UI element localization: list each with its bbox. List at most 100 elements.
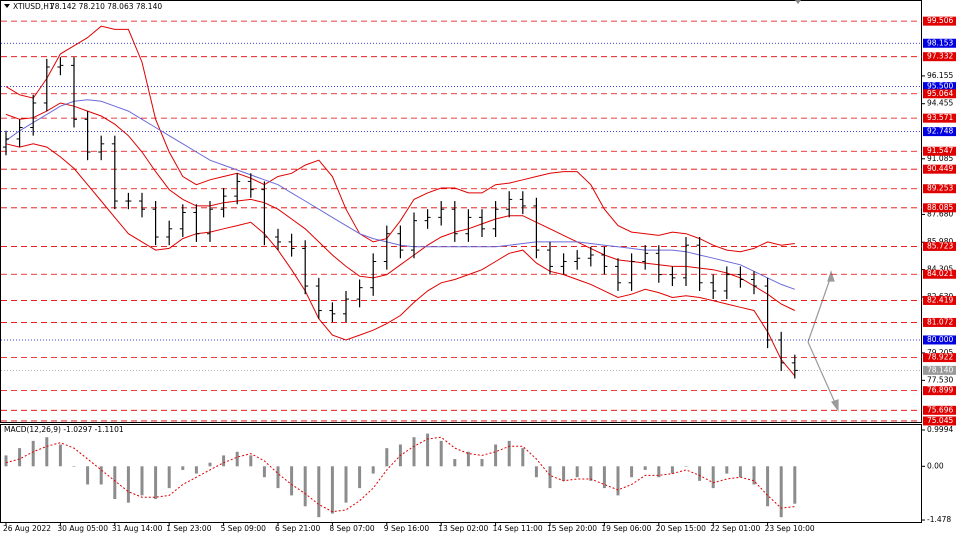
level-label-box	[923, 295, 956, 305]
macd-bar	[167, 466, 171, 489]
macd-bar	[466, 451, 470, 467]
indicator-line	[5, 25, 795, 253]
arrowhead-down	[831, 399, 839, 412]
macd-bar	[738, 466, 742, 478]
macd-bar	[575, 466, 579, 478]
macd-bar	[657, 466, 661, 478]
price-panel	[0, 0, 922, 423]
level-label-box	[923, 335, 956, 345]
level-label: 97.332	[927, 52, 953, 61]
level-label-box	[923, 353, 956, 363]
arrow-down	[807, 341, 837, 406]
macd-bar	[752, 466, 756, 485]
shift-marker[interactable]	[795, 0, 801, 4]
x-tick-label: 5 Sep 09:00	[221, 524, 267, 533]
x-tick-label: 15 Sep 20:00	[547, 524, 597, 533]
macd-bar	[276, 466, 280, 489]
macd-bar	[317, 466, 321, 518]
level-label-box	[923, 82, 956, 92]
indicator-line	[5, 102, 796, 311]
macd-bar	[99, 466, 103, 485]
level-label: 91.547	[927, 146, 953, 155]
macd-title: MACD(12,26,9) -1.0297 -1.1101	[4, 425, 124, 434]
level-label: 75.045	[927, 416, 953, 425]
level-label: 98.153	[927, 38, 953, 47]
arrow-up	[807, 275, 832, 343]
level-label: 85.723	[927, 241, 953, 250]
y-tick-label: 77.530	[927, 375, 953, 384]
level-label-box	[923, 184, 956, 194]
macd-bar	[766, 466, 770, 507]
x-tick-label: 9 Sep 16:00	[384, 524, 430, 533]
y-tick-label: 79.205	[927, 348, 953, 357]
macd-bar	[249, 455, 253, 467]
macd-bar	[684, 466, 688, 467]
level-label: 78.140	[927, 365, 953, 374]
macd-bar	[222, 455, 226, 467]
indicator-line	[5, 143, 796, 377]
macd-bar	[412, 437, 416, 467]
macd-bar	[698, 466, 702, 481]
level-label-box	[923, 269, 956, 279]
level-label: 88.085	[927, 203, 953, 212]
level-label: 90.449	[927, 164, 953, 173]
level-label: 92.748	[927, 127, 953, 136]
macd-bar	[194, 466, 198, 474]
x-tick-label: 31 Aug 14:00	[112, 524, 163, 533]
macd-bar	[113, 466, 117, 500]
macd-bar	[4, 455, 8, 467]
level-label-box	[923, 52, 956, 62]
macd-bar	[126, 466, 130, 503]
macd-bar	[711, 466, 715, 489]
level-label-box	[923, 386, 956, 396]
level-label-box	[923, 241, 956, 251]
macd-bar	[616, 466, 620, 496]
x-tick-label: 6 Sep 21:00	[275, 524, 321, 533]
level-label: 80.000	[927, 335, 953, 344]
level-label-box	[923, 38, 956, 48]
macd-bar	[779, 466, 783, 518]
macd-bar	[344, 466, 348, 503]
y-tick-label: 0.9994	[927, 425, 953, 434]
collapse-icon[interactable]	[4, 4, 10, 8]
level-label-box	[923, 416, 956, 426]
macd-bar	[589, 466, 593, 481]
level-label-box	[923, 113, 956, 123]
macd-bar	[45, 437, 49, 467]
macd-bar	[18, 448, 22, 467]
symbol-title: XTIUSD,H1	[13, 2, 54, 11]
macd-bar	[725, 466, 729, 474]
projection-arrows	[807, 270, 839, 412]
macd-bar	[480, 459, 484, 467]
macd-bar	[630, 466, 634, 478]
macd-bar	[262, 466, 266, 478]
level-label: 89.253	[927, 184, 953, 193]
macd-bar	[31, 440, 35, 467]
x-tick-label: 1 Sep 23:00	[166, 524, 212, 533]
macd-bar	[181, 466, 185, 470]
macd-bar	[290, 466, 294, 496]
macd-bar	[303, 466, 307, 507]
level-label: 99.506	[927, 16, 953, 25]
macd-bar	[521, 448, 525, 467]
level-label: 78.922	[927, 353, 953, 362]
level-label-box	[923, 405, 956, 415]
macd-bar	[534, 466, 538, 478]
macd-bar	[208, 462, 212, 467]
macd-bar	[58, 444, 62, 467]
level-label: 95.064	[927, 89, 953, 98]
y-tick-label: 96.155	[927, 71, 953, 80]
quote: 78.142 78.210 78.063 78.140	[50, 2, 162, 11]
x-tick-label: 22 Sep 01:00	[710, 524, 760, 533]
x-tick-label: 8 Sep 07:00	[329, 524, 375, 533]
macd-bar	[643, 466, 647, 470]
macd-bar	[358, 466, 362, 489]
macd-bar	[72, 466, 76, 467]
y-tick-label: 0.00	[927, 461, 944, 470]
macd-bar	[235, 451, 239, 467]
macd-panel	[0, 424, 922, 523]
level-label-box	[923, 127, 956, 137]
macd-bar	[154, 466, 158, 500]
